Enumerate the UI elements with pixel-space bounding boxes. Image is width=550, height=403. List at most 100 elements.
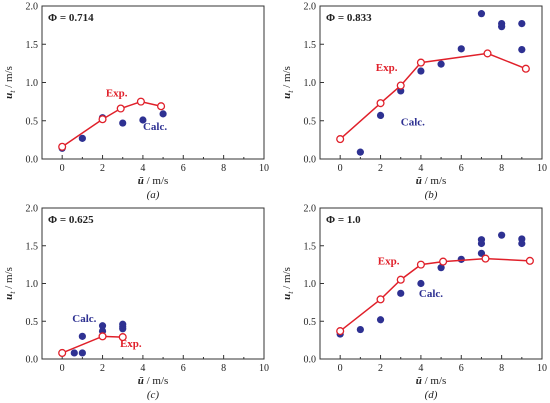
y-axis-unit: / m/s [281,66,293,90]
exp-point [116,104,125,113]
exp-point [118,333,127,342]
calc-point [70,349,78,357]
calc-series-label: Calc. [143,121,167,133]
x-tick-label: 8 [221,163,226,174]
x-tick-label: 10 [259,363,269,374]
phi-label: Φ = 1.0 [326,214,361,226]
panel-b: 0 2 4 6 8 100.00.51.01.52.0ut / m/sū / m/s(b)… [281,2,547,202]
exp-point [396,81,405,90]
x-tick-label: 2 [100,363,105,374]
y-tick-label: 1.0 [304,279,317,290]
x-tick-label: 2 [100,163,105,174]
exp-point [98,115,107,124]
y-tick-label: 0.0 [26,355,39,366]
x-axis-symbol: ū [416,175,422,187]
exp-point [58,142,67,151]
y-tick-label: 2.0 [304,204,317,215]
exp-point [396,275,405,284]
y-axis-subscript: t [286,291,295,294]
y-axis-unit: / m/s [281,267,293,291]
y-axis-label: ut / m/s [281,267,295,300]
y-axis-label: ut / m/s [3,267,17,300]
calc-point [78,349,86,357]
exp-point [376,99,385,108]
y-axis-subscript: t [286,90,295,93]
calc-point [376,316,385,324]
x-tick-label: 8 [221,363,226,374]
calc-point [159,110,167,118]
x-axis-symbol: ū [416,375,422,387]
x-tick-label: 8 [499,363,504,374]
calc-point [376,111,385,119]
exp-series-label: Exp. [378,256,400,268]
x-axis-unit: / m/s [422,175,446,187]
y-tick-label: 1.0 [26,78,39,89]
panel-caption: (a) [147,189,160,201]
x-tick-label: 4 [140,163,145,174]
calc-point [457,45,465,53]
y-axis-subscript: t [8,90,17,93]
y-axis-unit: / m/s [3,267,15,291]
exp-point [439,257,448,266]
calc-point [518,46,526,54]
calc-point [457,255,465,263]
exp-point [525,256,534,265]
x-tick-label: 10 [537,163,547,174]
x-tick-label: 10 [259,163,269,174]
y-tick-label: 0.0 [304,355,317,366]
y-tick-label: 2.0 [26,2,39,13]
x-tick-label: 6 [459,363,464,374]
x-tick-label: 0 [338,163,343,174]
y-axis-symbol: u [3,93,15,99]
y-tick-label: 0.5 [26,317,39,328]
calc-point [477,10,486,18]
x-tick-label: 4 [140,363,145,374]
phi-label: Φ = 0.625 [48,214,94,226]
x-tick-label: 6 [181,163,186,174]
y-tick-label: 1.5 [26,40,39,51]
calc-point [98,322,107,330]
exp-point [136,97,145,106]
calc-point [498,231,506,239]
y-axis-label: ut / m/s [281,66,295,99]
x-axis-label: ū / m/s [138,175,169,187]
calc-point [477,249,486,257]
y-tick-label: 1.5 [304,40,317,51]
calc-series-label: Calc. [401,116,425,128]
panel-d: 0 2 4 6 8 100.00.51.01.52.0ut / m/sū / m/s(d)… [281,204,547,402]
y-tick-label: 0.0 [304,155,317,166]
x-tick-label: 6 [459,163,464,174]
x-tick-label: 4 [418,363,423,374]
x-axis-unit: / m/s [144,175,168,187]
calc-point [477,236,486,244]
exp-line [61,335,123,354]
y-tick-label: 0.5 [26,116,39,127]
plot-frame [319,207,543,360]
calc-point [518,19,526,28]
x-axis-symbol: ū [138,175,144,187]
calc-point [119,325,127,333]
exp-point [483,49,492,58]
exp-point [336,135,345,144]
panel-caption: (b) [425,189,438,201]
calc-point [356,148,364,156]
y-axis-subscript: t [8,291,17,294]
exp-point [481,254,490,263]
phi-label: Φ = 0.714 [48,12,94,24]
phi-label: Φ = 0.833 [326,12,372,24]
y-tick-label: 1.5 [304,241,317,252]
y-tick-label: 2.0 [304,2,317,13]
exp-line [339,52,527,140]
plot-frame [319,5,543,160]
x-tick-label: 2 [378,363,383,374]
y-tick-label: 0.5 [304,317,317,328]
x-tick-label: 0 [60,163,65,174]
x-axis-label: ū / m/s [416,375,447,387]
panel-caption: (d) [425,389,438,401]
y-axis-unit: / m/s [3,66,15,90]
y-tick-label: 1.0 [26,279,39,290]
x-tick-label: 2 [378,163,383,174]
exp-point [416,58,425,67]
y-axis-symbol: u [281,93,293,99]
calc-point [518,239,526,248]
